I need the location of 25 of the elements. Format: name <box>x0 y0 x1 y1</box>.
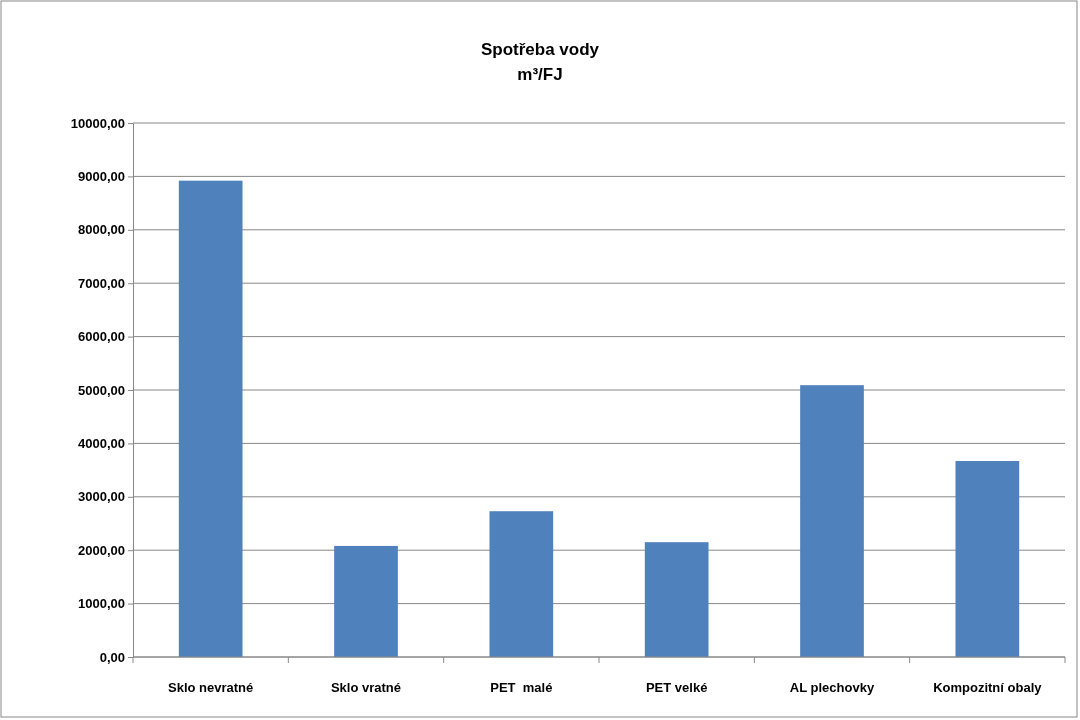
y-tick-label: 7000,00 <box>78 275 125 291</box>
y-tick-label: 9000,00 <box>78 169 125 185</box>
bar <box>178 180 243 657</box>
x-tick-label: PET velké <box>645 680 708 695</box>
bar <box>644 542 709 657</box>
bar <box>489 511 554 657</box>
chart-subtitle: m³/FJ <box>517 65 563 84</box>
y-tick-label: 4000,00 <box>78 436 125 452</box>
x-tick-label: Sklo vratné <box>330 680 402 695</box>
chart-title: Spotřeba vody <box>480 40 600 59</box>
x-tick-label: AL plechovky <box>789 680 875 695</box>
y-tick-label: 10000,00 <box>70 115 125 131</box>
y-tick-label: 8000,00 <box>78 222 125 238</box>
y-tick-label: 6000,00 <box>78 329 125 345</box>
y-tick-label: 5000,00 <box>78 382 125 398</box>
y-tick-label: 1000,00 <box>78 596 125 612</box>
y-tick-label: 3000,00 <box>78 489 125 505</box>
y-tick-label: 0,00 <box>99 649 125 665</box>
y-tick-label: 2000,00 <box>78 542 125 558</box>
x-tick-label: Sklo nevratné <box>168 680 254 695</box>
bar <box>334 545 398 657</box>
x-tick-label: PET malé <box>490 680 553 695</box>
x-tick-label: Kompozitní obaly <box>933 680 1043 695</box>
bar <box>800 385 864 657</box>
bar <box>955 461 1020 657</box>
